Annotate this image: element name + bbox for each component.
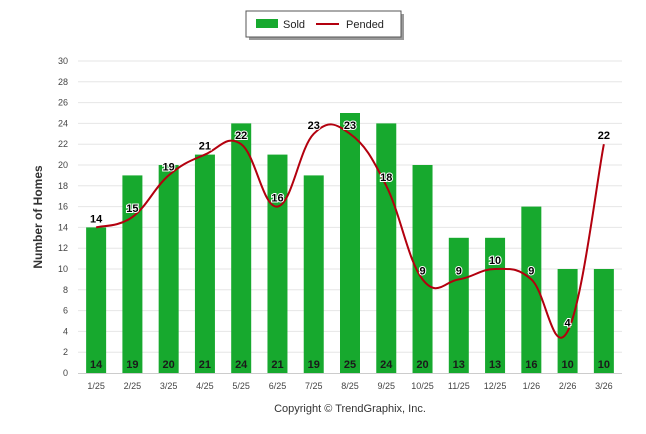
sold-bar-label: 14 bbox=[90, 359, 103, 371]
sold-bar bbox=[231, 123, 252, 374]
sold-bar bbox=[267, 154, 288, 373]
y-tick-label: 6 bbox=[63, 306, 68, 316]
pended-point-label: 18 bbox=[380, 172, 392, 184]
y-tick-label: 10 bbox=[58, 264, 68, 274]
sold-bar-labels: 14 19 20 21 24 21 19 25 24 20 13 13 16 10 10 bbox=[90, 359, 610, 371]
sold-bar bbox=[86, 227, 107, 373]
sold-bar-label: 13 bbox=[489, 359, 501, 371]
x-tick-label: 12/25 bbox=[484, 381, 507, 391]
x-tick-label: 1/25 bbox=[87, 381, 105, 391]
sold-bar-label: 20 bbox=[163, 359, 175, 371]
y-tick-label: 4 bbox=[63, 326, 68, 336]
pended-point-label: 22 bbox=[598, 130, 610, 142]
sold-bar-label: 10 bbox=[598, 359, 610, 371]
pended-line bbox=[95, 123, 605, 339]
legend-sold-label: Sold bbox=[283, 19, 305, 31]
sold-bar-label: 20 bbox=[416, 359, 428, 371]
sold-bar-label: 19 bbox=[126, 359, 138, 371]
y-tick-label: 28 bbox=[58, 77, 68, 87]
sold-bar-label: 16 bbox=[525, 359, 537, 371]
pended-point-label: 23 bbox=[344, 120, 356, 132]
x-tick-label: 10/25 bbox=[411, 381, 434, 391]
pended-point-label: 19 bbox=[163, 161, 175, 173]
x-tick-label: 2/26 bbox=[559, 381, 577, 391]
sold-bar-label: 19 bbox=[308, 359, 320, 371]
sold-bar bbox=[194, 154, 215, 373]
y-tick-label: 0 bbox=[63, 368, 68, 378]
pended-point-label: 23 bbox=[308, 120, 320, 132]
x-tick-label: 8/25 bbox=[341, 381, 359, 391]
pended-point-label: 15 bbox=[126, 203, 138, 215]
y-tick-label: 14 bbox=[58, 222, 68, 232]
copyright-text: Copyright © TrendGraphix, Inc. bbox=[274, 403, 426, 415]
y-tick-label: 20 bbox=[58, 160, 68, 170]
x-tick-label: 11/25 bbox=[448, 381, 470, 391]
sold-bar bbox=[122, 175, 143, 373]
y-tick-label: 24 bbox=[58, 118, 68, 128]
sold-bar-label: 13 bbox=[453, 359, 465, 371]
pended-point-label: 21 bbox=[199, 141, 211, 153]
sold-bar bbox=[158, 165, 179, 373]
sold-bars bbox=[86, 113, 614, 374]
x-tick-label: 3/25 bbox=[160, 381, 178, 391]
sold-bar bbox=[412, 165, 433, 373]
y-tick-label: 26 bbox=[58, 98, 68, 108]
legend[interactable]: Sold Pended bbox=[245, 10, 404, 40]
x-tick-label: 2/25 bbox=[124, 381, 142, 391]
y-tick-label: 22 bbox=[58, 139, 68, 149]
pended-line-labels: 14 15 19 21 22 16 23 23 18 9 9 10 9 4 22 bbox=[89, 119, 611, 331]
pended-point-label: 9 bbox=[528, 265, 534, 277]
x-axis-ticks: 1/25 2/25 3/25 4/25 5/25 6/25 7/25 8/25 9/25 10/2… bbox=[87, 381, 612, 391]
sold-bar-label: 24 bbox=[380, 359, 393, 371]
sold-bar-label: 21 bbox=[271, 359, 283, 371]
pended-point-label: 14 bbox=[90, 213, 103, 225]
sold-bar bbox=[557, 269, 578, 373]
sold-bar bbox=[521, 206, 542, 373]
sold-bar-label: 21 bbox=[199, 359, 211, 371]
x-tick-label: 6/25 bbox=[269, 381, 287, 391]
sold-bar bbox=[485, 237, 506, 373]
x-tick-label: 3/26 bbox=[595, 381, 613, 391]
y-tick-label: 16 bbox=[58, 202, 68, 212]
y-tick-label: 30 bbox=[58, 56, 68, 66]
pended-point-label: 9 bbox=[456, 265, 462, 277]
sold-bar bbox=[303, 175, 324, 373]
sold-bar bbox=[593, 269, 614, 373]
pended-point-label: 16 bbox=[271, 193, 283, 205]
x-tick-label: 1/26 bbox=[523, 381, 541, 391]
x-tick-label: 9/25 bbox=[378, 381, 396, 391]
sold-bar bbox=[340, 113, 360, 373]
legend-pended-label: Pended bbox=[346, 19, 384, 31]
y-tick-label: 8 bbox=[63, 285, 68, 295]
sold-bar-label: 25 bbox=[344, 359, 356, 371]
pended-point-label: 22 bbox=[235, 130, 247, 142]
pended-point-label: 10 bbox=[489, 255, 501, 267]
sold-bar-label: 10 bbox=[561, 359, 573, 371]
sold-bar-label: 24 bbox=[235, 359, 248, 371]
sold-bar bbox=[448, 237, 469, 373]
y-tick-label: 12 bbox=[58, 243, 68, 253]
x-tick-label: 5/25 bbox=[232, 381, 250, 391]
x-tick-label: 7/25 bbox=[305, 381, 323, 391]
y-axis-title: Number of Homes bbox=[31, 165, 45, 269]
y-tick-label: 2 bbox=[63, 347, 68, 357]
pended-point-label: 4 bbox=[565, 317, 572, 329]
x-tick-label: 4/25 bbox=[196, 381, 214, 391]
legend-sold-swatch bbox=[256, 19, 278, 28]
pended-point-label: 9 bbox=[419, 265, 425, 277]
y-tick-label: 18 bbox=[58, 181, 68, 191]
sold-bar bbox=[376, 123, 397, 374]
